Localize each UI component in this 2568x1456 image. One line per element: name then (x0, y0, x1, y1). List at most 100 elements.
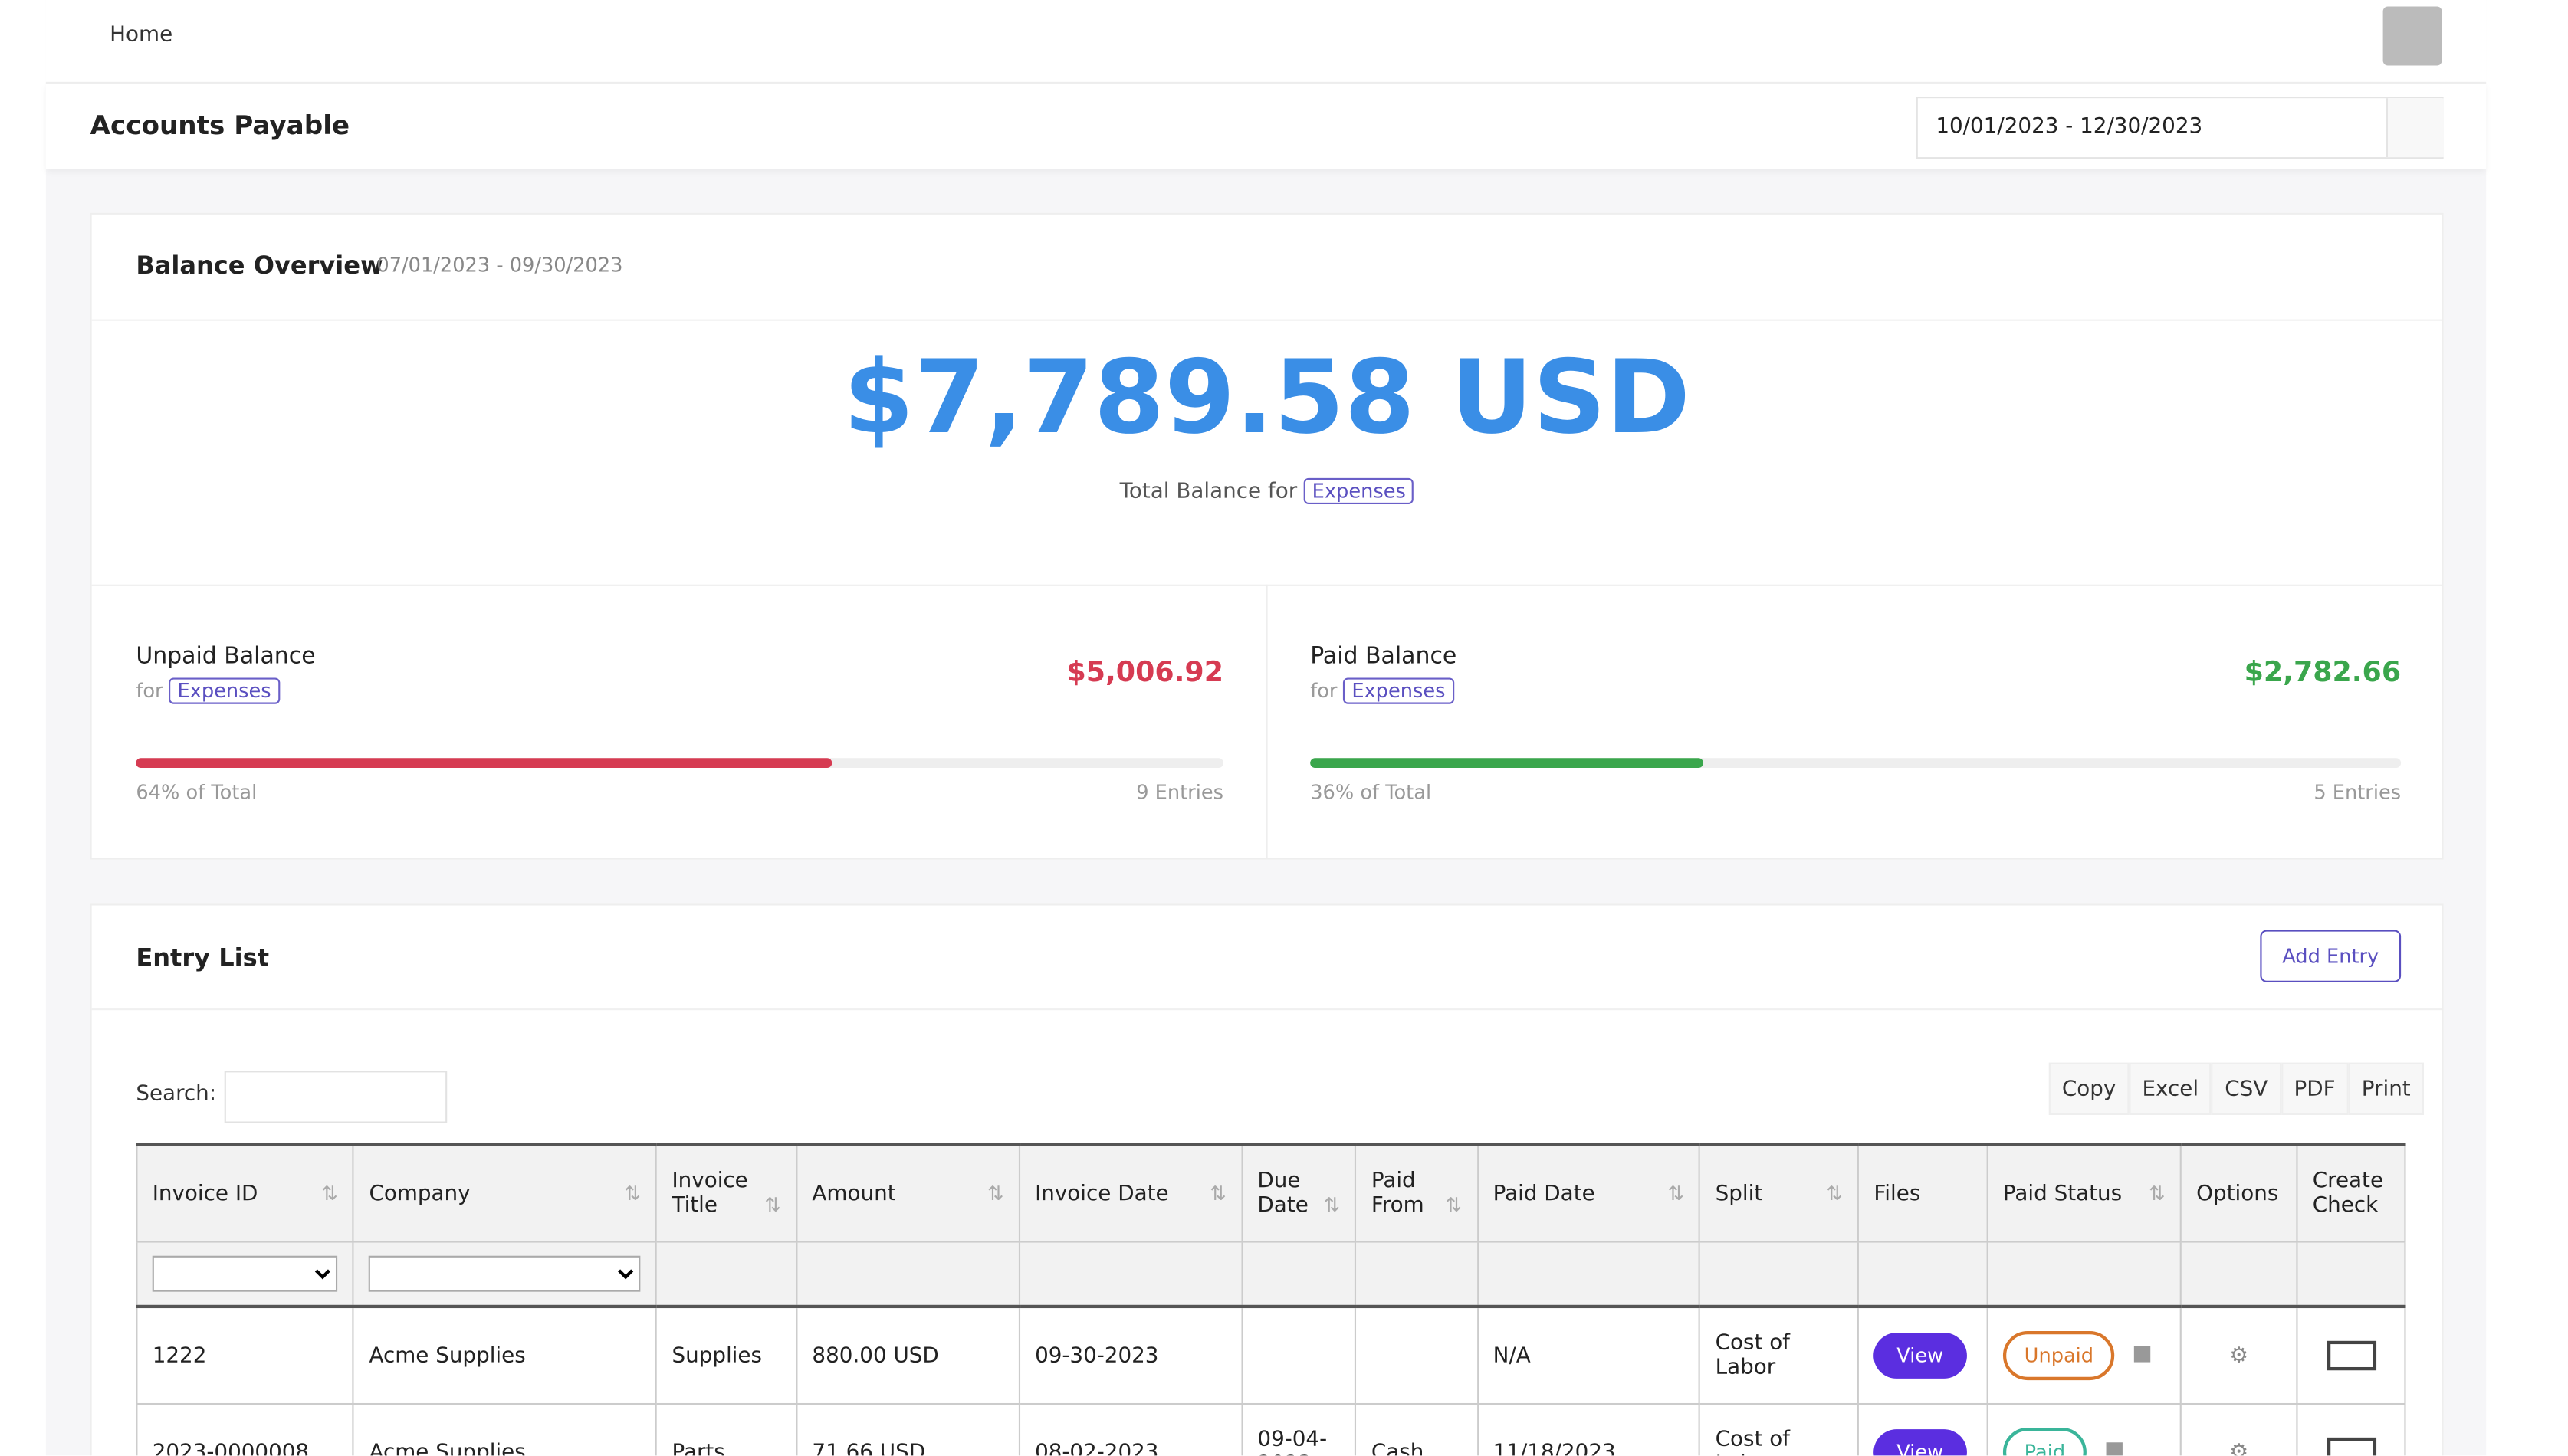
cell: 880.00 USD (796, 1305, 1020, 1405)
column-header[interactable]: Create Check (2296, 1143, 2406, 1243)
cell: 09-04-2023 (1241, 1402, 1357, 1456)
export-button[interactable]: PDF (2281, 1062, 2349, 1115)
progress-track (136, 758, 1223, 769)
sort-icon: ⇅ (987, 1181, 1004, 1205)
table-row: 2023-0000008 Acme Supplies Parts 71.66 USD 0… (136, 1402, 2406, 1456)
filter-cell (353, 1241, 658, 1309)
filter-cell (1476, 1241, 1701, 1309)
export-button[interactable]: Copy (2048, 1062, 2130, 1115)
avatar[interactable] (2382, 6, 2442, 66)
filter-cell (2296, 1241, 2406, 1309)
view-button[interactable]: View (1873, 1429, 1967, 1456)
cell-text: Acme Supplies (369, 1440, 526, 1456)
options-icon[interactable]: ⚙ (2229, 1440, 2249, 1456)
total-balance: $7,789.58 USD (843, 337, 1691, 457)
cell: Cost of Labor (1699, 1402, 1860, 1456)
sub-header: Accounts Payable 10/01/2023 - 12/30/2023 (45, 83, 2487, 169)
top-bar: Home (45, 0, 2487, 84)
column-header[interactable]: Company ⇅ (353, 1143, 658, 1243)
cell-text: 08-02-2023 (1035, 1440, 1159, 1456)
column-header[interactable]: Paid Status ⇅ (1986, 1143, 2182, 1243)
header-text: Due Date (1257, 1169, 1309, 1218)
cell-text: 09-30-2023 (1035, 1343, 1159, 1369)
tag[interactable]: Expenses (1343, 677, 1454, 704)
cell: ⚙ (2179, 1402, 2298, 1456)
check-icon[interactable] (2326, 1340, 2376, 1371)
export-button[interactable]: CSV (2212, 1062, 2281, 1115)
options-icon[interactable]: ⚙ (2229, 1343, 2249, 1369)
cell: Acme Supplies (353, 1305, 658, 1405)
column-header[interactable]: Split ⇅ (1699, 1143, 1860, 1243)
progress-track (1310, 758, 2402, 769)
header-text: Invoice Title (672, 1169, 748, 1218)
section-title: Balance Overview (136, 250, 383, 280)
cell-text: 1222 (152, 1343, 207, 1369)
cell-text: Cost of Labor (1715, 1428, 1790, 1455)
search-label: Search: (136, 1082, 217, 1107)
checkbox[interactable] (2106, 1442, 2123, 1456)
cell (2296, 1402, 2406, 1456)
cell-text: 71.66 USD (812, 1440, 926, 1456)
amount: $5,006.92 (1066, 656, 1223, 690)
status-badge[interactable]: Unpaid (2002, 1330, 2115, 1381)
table-row: 1222 Acme Supplies Supplies 880.00 USD 09-30… (136, 1305, 2406, 1405)
total-caption: Total Balance for Expenses (92, 477, 2442, 505)
page-title: Accounts Payable (90, 110, 350, 141)
filter-select[interactable] (369, 1255, 641, 1292)
cell: 1222 (136, 1305, 355, 1405)
cell (1241, 1305, 1357, 1405)
add-entry-button[interactable]: Add Entry (2260, 930, 2402, 982)
cell: 2023-0000008 (136, 1402, 355, 1456)
sort-icon: ⇅ (1667, 1181, 1685, 1205)
header-text: Paid From (1371, 1169, 1424, 1218)
filter-cell (2179, 1241, 2298, 1309)
entries: 9 Entries (1136, 781, 1223, 805)
column-header[interactable]: Paid Date ⇅ (1476, 1143, 1701, 1243)
calendar-icon[interactable] (2386, 98, 2444, 158)
column-header[interactable]: Options (2179, 1143, 2298, 1243)
header-text: Amount (812, 1181, 896, 1206)
tag[interactable]: Expenses (1303, 477, 1414, 505)
check-icon[interactable] (2326, 1437, 2376, 1456)
cell: 08-02-2023 (1018, 1402, 1243, 1456)
sort-icon: ⇅ (624, 1181, 641, 1205)
status-badge[interactable]: Paid (2002, 1428, 2087, 1456)
cell-text: Cost of Labor (1715, 1330, 1790, 1381)
cell: Parts (655, 1402, 798, 1456)
sort-icon: ⇅ (1323, 1193, 1341, 1217)
for: for (136, 679, 163, 703)
header-text: Company (369, 1181, 471, 1206)
cell (2296, 1305, 2406, 1405)
column-header[interactable]: Files (1857, 1143, 1988, 1243)
filter-cell (1018, 1241, 1243, 1309)
filter-cell (1857, 1241, 1988, 1309)
column-header[interactable]: Invoice Date ⇅ (1018, 1143, 1243, 1243)
filter-cell (1241, 1241, 1357, 1309)
filter-cell (1699, 1241, 1860, 1309)
tag[interactable]: Expenses (169, 677, 280, 704)
view-button[interactable]: View (1873, 1333, 1967, 1379)
sort-icon: ⇅ (1445, 1193, 1462, 1217)
period: 07/01/2023 - 09/30/2023 (376, 254, 623, 277)
cell-text: 11/18/2023 (1493, 1440, 1616, 1456)
cell: 09-30-2023 (1018, 1305, 1243, 1405)
column-header[interactable]: Due Date ⇅ (1241, 1143, 1357, 1243)
column-header[interactable]: Invoice Title ⇅ (655, 1143, 798, 1243)
cell: ⚙ (2179, 1305, 2298, 1405)
column-header[interactable]: Amount ⇅ (796, 1143, 1020, 1243)
column-header[interactable]: Invoice ID ⇅ (136, 1143, 355, 1243)
export-button[interactable]: Excel (2129, 1062, 2212, 1115)
filter-cell (1355, 1241, 1479, 1309)
export-button[interactable]: Print (2348, 1062, 2424, 1115)
breadcrumb[interactable]: Home (110, 22, 173, 48)
date-picker[interactable]: 10/01/2023 - 12/30/2023 (1916, 97, 2444, 159)
checkbox[interactable] (2134, 1346, 2151, 1363)
cell: View (1857, 1305, 1988, 1405)
sort-icon: ⇅ (1210, 1181, 1227, 1205)
search-input[interactable] (224, 1071, 448, 1123)
filter-cell (655, 1241, 798, 1309)
column-header[interactable]: Paid From ⇅ (1355, 1143, 1479, 1243)
filter-select[interactable] (152, 1255, 338, 1292)
amount: $2,782.66 (2244, 656, 2402, 690)
